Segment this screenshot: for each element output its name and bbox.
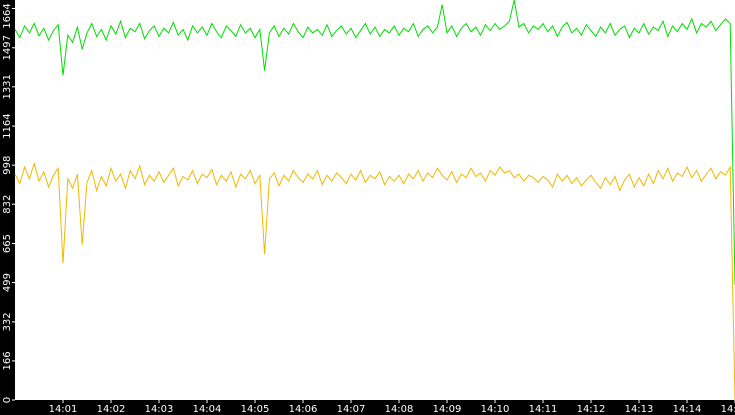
y-tick-label: 1164	[2, 113, 13, 138]
x-tick-label: 14:01	[49, 404, 78, 415]
x-tick-label: 14:10	[481, 404, 510, 415]
y-tick-label: 1331	[2, 74, 13, 99]
y-tick-label: 665	[2, 234, 13, 253]
y-tick-label: 1497	[2, 35, 13, 60]
series-line	[14, 0, 735, 285]
x-tick-label: 14:05	[241, 404, 270, 415]
x-tick-label: 14:02	[97, 404, 126, 415]
x-tick-label: 14:09	[433, 404, 462, 415]
y-tick-label: 1664	[2, 3, 13, 28]
x-tick-label: 14:08	[385, 404, 414, 415]
plot-area	[15, 0, 735, 400]
y-tick-label: 832	[2, 195, 13, 214]
x-tick-label: 14:04	[193, 404, 222, 415]
x-tick-label: 14:14	[673, 404, 702, 415]
y-tick-label: 0	[2, 397, 13, 403]
x-tick-label: 14:06	[289, 404, 318, 415]
x-tick-label: 14:15	[721, 404, 735, 415]
y-tick-label: 499	[2, 273, 13, 292]
y-tick-label: 998	[2, 156, 13, 175]
x-tick-label: 14:07	[337, 404, 366, 415]
x-tick-label: 14:13	[625, 404, 654, 415]
y-tick-label: 332	[2, 312, 13, 331]
x-tick-label: 14:03	[145, 404, 174, 415]
series-line	[14, 161, 735, 401]
x-tick-label: 14:12	[577, 404, 606, 415]
y-tick-label: 166	[2, 351, 13, 370]
x-tick-label: 14:11	[529, 404, 558, 415]
